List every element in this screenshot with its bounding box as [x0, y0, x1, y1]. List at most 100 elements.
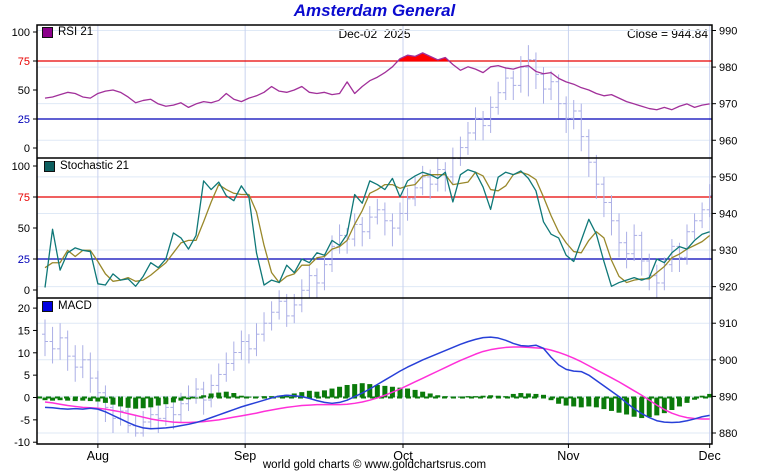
price-bar: [593, 154, 600, 199]
price-bar: [170, 400, 177, 430]
price-bar: [261, 312, 268, 342]
frame-layer: [36, 24, 713, 445]
macd-histogram-bar: [699, 395, 705, 398]
macd-histogram-bar: [208, 393, 214, 398]
price-bar: [79, 345, 86, 379]
macd-histogram-bar: [571, 397, 577, 407]
macd-histogram-bar: [321, 390, 327, 398]
right-axis-tick-label: 920: [719, 282, 737, 294]
price-bar: [638, 231, 645, 276]
macd-histogram-bar: [337, 386, 343, 398]
left-axis-tick-label: 75: [18, 192, 30, 204]
price-bar: [381, 202, 388, 236]
right-axis-tick-label: 990: [719, 26, 737, 38]
macd-histogram-bar: [503, 396, 509, 398]
price-bar: [623, 231, 630, 269]
price-bar: [472, 107, 479, 141]
legend-macd: MACD: [42, 300, 92, 312]
price-bar: [487, 96, 494, 133]
price-bar: [193, 378, 200, 404]
threshold-lines-layer: [37, 60, 712, 399]
macd-histogram-bar: [72, 397, 78, 402]
price-bar: [464, 121, 471, 155]
macd-histogram-bar: [118, 397, 124, 407]
macd-histogram-bar: [480, 395, 486, 398]
macd-histogram-bar: [80, 397, 86, 401]
macd-histogram-bar: [435, 395, 441, 398]
price-bar: [102, 385, 109, 423]
macd-histogram-bar: [329, 388, 335, 398]
price-bar: [525, 45, 532, 97]
macd-histogram-bar: [261, 396, 267, 398]
macd-histogram-bar: [155, 397, 161, 406]
rsi-legend-label: RSI 21: [58, 26, 94, 38]
macd-histogram-bar: [639, 397, 645, 419]
left-axis-tick-label: 75: [18, 56, 30, 68]
macd-histogram-bar: [269, 396, 275, 398]
macd-histogram-bar: [238, 395, 244, 398]
macd-histogram-bar: [450, 396, 456, 398]
price-bar: [691, 213, 698, 240]
left-axis-tick-label: -5: [20, 415, 30, 427]
price-bars-layer: [42, 45, 713, 437]
price-bar: [668, 239, 675, 272]
macd-histogram-bar: [352, 384, 358, 398]
price-bar: [140, 411, 147, 437]
macd-histogram-bar: [284, 394, 290, 398]
macd-histogram-bar: [412, 389, 418, 398]
macd-histogram-bar: [186, 397, 192, 400]
left-axis-tick-label: -10: [14, 437, 30, 449]
macd-histogram-bar: [216, 392, 222, 398]
price-bar: [457, 136, 464, 166]
price-bar: [600, 176, 607, 218]
macd-histogram-bar: [95, 397, 101, 402]
price-bar: [253, 323, 260, 357]
macd-histogram-bar: [110, 397, 116, 405]
price-bar: [585, 129, 592, 177]
price-bar: [502, 67, 509, 101]
price-bar: [200, 381, 207, 415]
indicator-lines-layer: [42, 52, 713, 430]
axis-labels-layer: 1007550250100755025020151050-5-109909809…: [12, 26, 738, 464]
price-bar: [480, 110, 487, 141]
price-bar: [208, 374, 215, 408]
macd-histogram-bar: [646, 397, 652, 418]
macd-histogram-bar: [306, 390, 312, 398]
macd-histogram-bar: [50, 397, 56, 401]
legend-stochastic: Stochastic 21: [44, 160, 129, 172]
macd-histogram-bar: [359, 383, 365, 398]
price-bar: [359, 217, 366, 247]
price-bar: [283, 293, 290, 327]
month-tick-label: Nov: [557, 449, 580, 463]
price-bar: [49, 326, 56, 364]
macd-histogram-bar: [624, 397, 630, 415]
price-bar: [306, 264, 313, 298]
macd-histogram-bar: [382, 385, 388, 398]
macd-histogram-bar: [631, 397, 637, 417]
macd-legend-swatch: [42, 300, 53, 312]
price-bar: [336, 224, 343, 254]
price-bar: [608, 195, 615, 236]
macd-histogram-bar: [608, 397, 614, 411]
macd-histogram-bar: [707, 393, 713, 398]
price-bar: [125, 407, 132, 433]
stochastic-legend-swatch: [44, 160, 55, 172]
left-axis-tick-label: 20: [18, 303, 30, 315]
left-axis-tick-label: 25: [18, 254, 30, 266]
right-axis-tick-label: 910: [719, 318, 737, 330]
macd-histogram-bar: [314, 391, 320, 398]
price-bar: [230, 341, 237, 371]
right-axis-tick-label: 980: [719, 62, 737, 74]
macd-histogram-bar: [405, 388, 411, 398]
price-bar: [412, 176, 419, 207]
price-bar: [72, 345, 79, 382]
macd-histogram-bar: [223, 391, 229, 398]
macd-histogram-bar: [676, 397, 682, 407]
macd-histogram-bar: [457, 396, 463, 398]
macd-histogram-bar: [178, 397, 184, 401]
month-tick-label: Dec: [699, 449, 721, 463]
macd-histogram-bar: [684, 397, 690, 403]
rsi-legend-swatch: [42, 26, 53, 38]
macd-histogram-bar: [299, 392, 305, 398]
